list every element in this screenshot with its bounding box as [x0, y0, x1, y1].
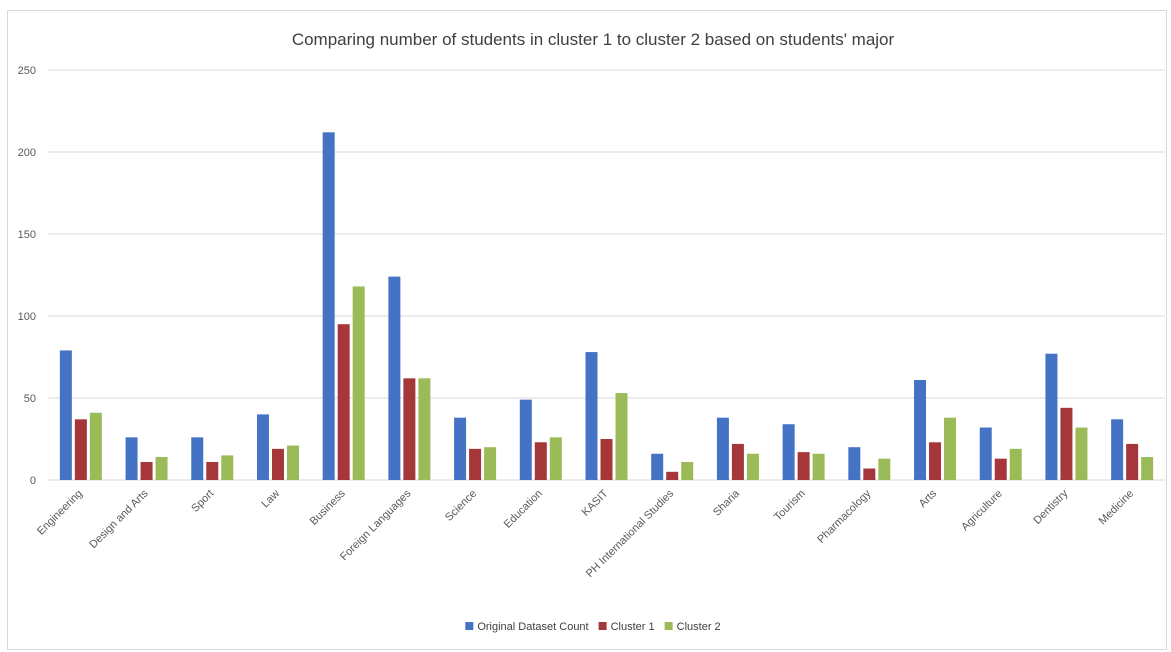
- bar-arts-series-3: [944, 417, 957, 480]
- x-tick-label: Sport: [189, 488, 216, 515]
- bar-design-and-arts-series-2: [140, 461, 153, 480]
- bar-foreign-languages-series-1: [388, 276, 401, 480]
- bar-medicine-series-2: [1126, 443, 1139, 480]
- x-tick-label: Business: [308, 487, 348, 527]
- bar-medicine-series-3: [1141, 457, 1154, 480]
- bar-science-series-1: [454, 417, 467, 480]
- x-tick-label: Engineering: [35, 488, 85, 538]
- bar-medicine-series-1: [1111, 419, 1124, 480]
- legend-swatch: [598, 622, 607, 630]
- bar-business-series-3: [352, 286, 365, 480]
- legend-swatch: [465, 622, 474, 630]
- bar-business-series-1: [322, 132, 335, 480]
- bar-law-series-3: [286, 445, 299, 480]
- bar-sport-series-1: [191, 437, 204, 480]
- bar-tourism-series-3: [812, 453, 825, 480]
- bar-pharmacology-series-3: [878, 458, 891, 480]
- x-tick-label: Design and Arts: [87, 487, 151, 551]
- bar-sharia-series-1: [716, 417, 729, 480]
- bars: [59, 132, 1154, 480]
- y-tick-label: 250: [18, 65, 36, 77]
- grid-lines: [48, 69, 1165, 481]
- bar-arts-series-2: [929, 442, 942, 480]
- bar-science-series-2: [469, 448, 482, 480]
- y-tick-label: 50: [24, 393, 36, 405]
- bar-law-series-2: [271, 448, 284, 480]
- x-tick-label: Education: [502, 488, 545, 531]
- x-tick-label: Law: [259, 488, 282, 511]
- bar-pharmacology-series-2: [863, 468, 876, 480]
- bar-dentistry-series-3: [1075, 427, 1088, 480]
- bar-science-series-3: [484, 447, 497, 480]
- y-axis-ticks: 0 50 100 150 200 250: [18, 65, 36, 487]
- x-tick-label: Medicine: [1097, 488, 1137, 528]
- bar-sharia-series-3: [746, 453, 759, 480]
- bar-kasit-series-2: [600, 439, 613, 480]
- bar-business-series-2: [337, 324, 350, 480]
- bar-dentistry-series-2: [1060, 407, 1073, 480]
- x-tick-label: Tourism: [772, 488, 808, 524]
- x-tick-label: Agriculture: [959, 488, 1005, 534]
- bar-foreign-languages-series-2: [403, 378, 416, 480]
- x-tick-label: Science: [443, 488, 479, 524]
- bar-agriculture-series-3: [1009, 448, 1022, 480]
- legend-label: Cluster 2: [677, 621, 721, 633]
- bar-engineering-series-2: [74, 419, 87, 480]
- x-tick-label: Pharmacology: [815, 487, 874, 546]
- legend-label: Cluster 1: [611, 621, 655, 633]
- bar-ph-international-studies-series-2: [666, 471, 679, 480]
- legend: Original Dataset Count Cluster 1 Cluster 2: [465, 621, 721, 633]
- bar-education-series-1: [519, 399, 532, 480]
- bar-dentistry-series-1: [1045, 353, 1058, 480]
- y-tick-label: 150: [18, 229, 36, 241]
- legend-swatch: [664, 622, 673, 630]
- legend-item-1: Original Dataset Count: [465, 621, 589, 633]
- bar-ph-international-studies-series-1: [651, 453, 664, 480]
- legend-item-3: Cluster 2: [664, 621, 721, 633]
- x-tick-label: Foreign Languages: [338, 487, 414, 563]
- bar-agriculture-series-1: [979, 427, 992, 480]
- x-tick-label: Dentistry: [1031, 487, 1071, 527]
- bar-law-series-1: [256, 414, 269, 480]
- bar-education-series-3: [549, 437, 562, 480]
- bar-agriculture-series-2: [994, 458, 1007, 480]
- bar-arts-series-1: [914, 379, 927, 480]
- bar-kasit-series-3: [615, 393, 628, 480]
- chart-title: Comparing number of students in cluster …: [292, 30, 895, 49]
- bar-sport-series-3: [221, 455, 234, 480]
- bar-design-and-arts-series-1: [125, 437, 138, 480]
- legend-item-2: Cluster 1: [598, 621, 655, 633]
- bar-ph-international-studies-series-3: [681, 461, 694, 480]
- y-tick-label: 100: [18, 311, 36, 323]
- bar-engineering-series-3: [89, 412, 102, 480]
- y-tick-label: 0: [30, 475, 36, 487]
- bar-design-and-arts-series-3: [155, 457, 168, 480]
- bar-pharmacology-series-1: [848, 447, 861, 480]
- x-tick-label: Sharia: [711, 487, 743, 519]
- bar-tourism-series-1: [782, 424, 795, 480]
- bar-education-series-2: [534, 442, 547, 480]
- chart-area: [7, 10, 1167, 650]
- x-tick-label: KASIT: [580, 487, 611, 518]
- y-tick-label: 200: [18, 147, 36, 159]
- bar-sharia-series-2: [731, 443, 744, 480]
- bar-engineering-series-1: [59, 350, 72, 480]
- bar-sport-series-2: [206, 461, 219, 480]
- x-axis-ticks: Engineering Design and Arts Sport Law Busine…: [35, 487, 1136, 580]
- bar-kasit-series-1: [585, 352, 598, 480]
- x-tick-label: Arts: [917, 487, 940, 510]
- bar-foreign-languages-series-3: [418, 378, 431, 480]
- bar-tourism-series-2: [797, 452, 810, 480]
- legend-label: Original Dataset Count: [477, 621, 588, 633]
